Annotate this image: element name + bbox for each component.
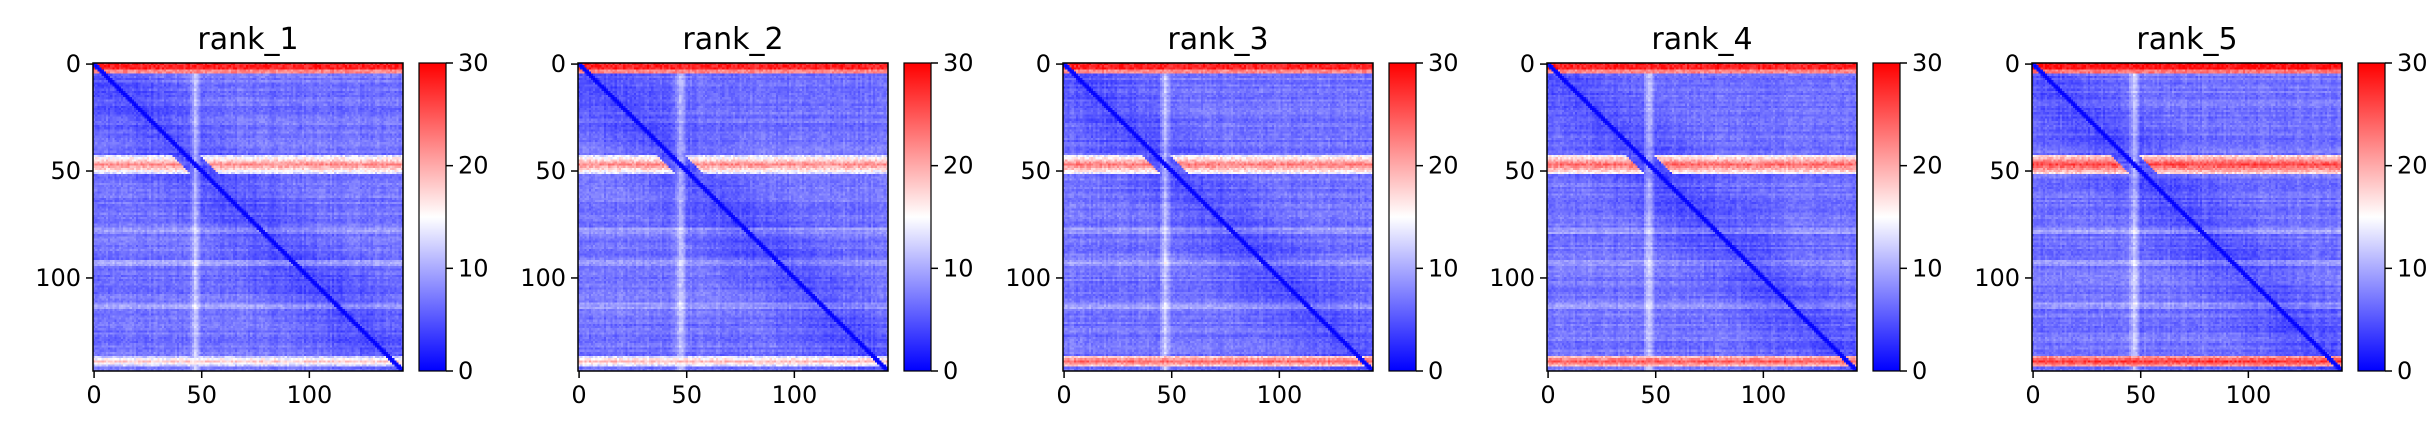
x-tick-label: 0 (1540, 381, 1555, 409)
plot-frame (2031, 62, 2343, 372)
heatmap-image (2032, 63, 2342, 371)
heatmap-panel-2: rank_2 0 50 100 0 50 100 0 10 20 30 (520, 22, 973, 409)
x-tick-label: 100 (1740, 381, 1786, 409)
colorbar-tick-label: 10 (1912, 254, 1943, 282)
colorbar-tick-label: 30 (2397, 49, 2428, 77)
x-tick-label: 0 (1056, 381, 1071, 409)
colorbar-tick-label: 30 (943, 49, 974, 77)
colorbar-tick-label: 30 (458, 49, 489, 77)
colorbar-tick-label: 20 (458, 152, 489, 180)
x-tick-label: 0 (2025, 381, 2040, 409)
y-tick-label: 100 (1005, 264, 1051, 292)
y-tick-label: 100 (1974, 264, 2020, 292)
colorbar-tick-label: 10 (458, 254, 489, 282)
heatmap-image (93, 63, 403, 371)
colorbar-tick-label: 0 (1428, 357, 1443, 385)
colorbar (1872, 62, 1901, 372)
plot-frame (1546, 62, 1858, 372)
panel-title: rank_2 (682, 22, 783, 57)
heatmap-panel-5: rank_5 0 50 100 0 50 100 0 10 20 30 (1974, 22, 2427, 409)
colorbar (418, 62, 447, 372)
x-tick-label: 100 (2225, 381, 2271, 409)
colorbar (2357, 62, 2386, 372)
x-tick-label: 0 (571, 381, 586, 409)
colorbar-tick-label: 20 (943, 152, 974, 180)
x-tick-label: 50 (671, 381, 702, 409)
colorbar-tick-label: 0 (1912, 357, 1927, 385)
heatmap-panel-1: rank_1 0 50 100 0 50 100 0 10 20 30 (35, 22, 488, 409)
panel-title: rank_4 (1651, 22, 1752, 57)
x-tick-label: 50 (1156, 381, 1187, 409)
x-tick-label: 50 (1640, 381, 1671, 409)
x-tick-label: 50 (2125, 381, 2156, 409)
plot-frame (577, 62, 889, 372)
y-tick-label: 50 (1504, 157, 1535, 185)
colorbar (903, 62, 932, 372)
heatmap-panel-3: rank_3 0 50 100 0 50 100 0 10 20 30 (1005, 22, 1458, 409)
y-tick-label: 0 (1520, 50, 1535, 78)
y-tick-label: 50 (1020, 157, 1051, 185)
y-tick-label: 50 (1989, 157, 2020, 185)
x-tick-label: 100 (771, 381, 817, 409)
heatmap-panel-4: rank_4 0 50 100 0 50 100 0 10 20 30 (1489, 22, 1942, 409)
colorbar-tick-label: 10 (943, 254, 974, 282)
x-tick-label: 100 (286, 381, 332, 409)
colorbar-tick-label: 20 (1912, 152, 1943, 180)
colorbar-tick-label: 10 (1428, 254, 1459, 282)
panel-title: rank_1 (197, 22, 298, 57)
colorbar-tick-label: 30 (1912, 49, 1943, 77)
heatmap-image (1063, 63, 1373, 371)
colorbar-tick-label: 10 (2397, 254, 2428, 282)
y-tick-label: 100 (35, 264, 81, 292)
panel-title: rank_3 (1167, 22, 1268, 57)
panel-title: rank_5 (2136, 22, 2237, 57)
heatmap-image (578, 63, 888, 371)
x-tick-label: 50 (186, 381, 217, 409)
colorbar (1388, 62, 1417, 372)
colorbar-tick-label: 0 (2397, 357, 2412, 385)
colorbar-tick-label: 0 (943, 357, 958, 385)
plot-frame (1062, 62, 1374, 372)
x-tick-label: 100 (1256, 381, 1302, 409)
heatmap-image (1547, 63, 1857, 371)
y-tick-label: 100 (520, 264, 566, 292)
y-tick-label: 0 (66, 50, 81, 78)
plot-frame (92, 62, 404, 372)
y-tick-label: 50 (50, 157, 81, 185)
y-tick-label: 0 (2005, 50, 2020, 78)
x-tick-label: 0 (86, 381, 101, 409)
y-tick-label: 50 (535, 157, 566, 185)
colorbar-tick-label: 30 (1428, 49, 1459, 77)
colorbar-tick-label: 20 (2397, 152, 2428, 180)
y-tick-label: 100 (1489, 264, 1535, 292)
y-tick-label: 0 (551, 50, 566, 78)
colorbar-tick-label: 0 (458, 357, 473, 385)
colorbar-tick-label: 20 (1428, 152, 1459, 180)
y-tick-label: 0 (1036, 50, 1051, 78)
